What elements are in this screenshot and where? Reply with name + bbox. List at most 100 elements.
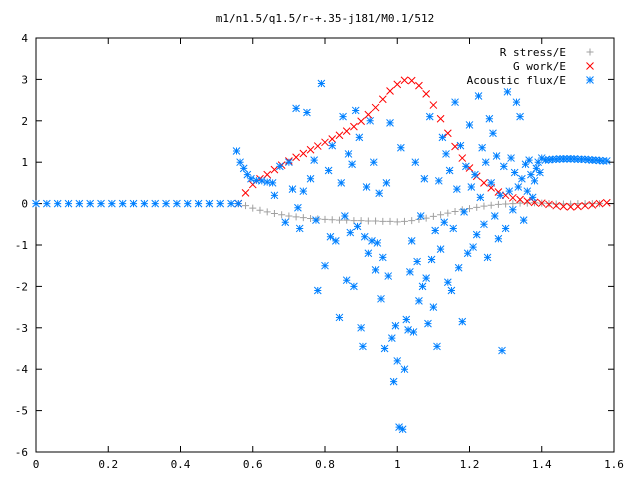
x-tick-label: 0.2 (98, 458, 118, 471)
data-point (574, 155, 582, 164)
data-point (409, 328, 418, 336)
data-point (342, 276, 351, 285)
data-point (281, 218, 290, 227)
x-tick-label: 1.4 (532, 458, 552, 471)
data-marks (32, 76, 611, 434)
data-point (480, 179, 488, 187)
legend-marker (586, 62, 594, 70)
data-point (406, 268, 414, 276)
data-point (386, 119, 394, 127)
data-point (496, 191, 505, 200)
data-point (433, 342, 441, 351)
data-point (371, 103, 380, 112)
data-point (344, 150, 353, 158)
data-point (373, 239, 382, 247)
data-point (357, 217, 365, 225)
data-point (407, 76, 416, 85)
data-point (357, 323, 365, 332)
data-point (86, 199, 95, 208)
data-point (270, 191, 279, 200)
data-point (321, 261, 329, 270)
data-point (257, 176, 266, 185)
data-point (366, 116, 375, 125)
data-point (306, 174, 315, 183)
data-point (425, 112, 434, 121)
data-point (581, 155, 589, 164)
data-point (321, 138, 329, 147)
data-point (595, 199, 604, 208)
data-point (328, 141, 337, 150)
data-point (588, 200, 596, 208)
data-point (173, 199, 181, 208)
data-point (499, 162, 508, 171)
data-point (321, 215, 329, 223)
data-point (268, 179, 277, 187)
data-point (463, 249, 472, 258)
data-point (263, 170, 272, 179)
data-point (256, 206, 264, 214)
data-point (559, 202, 568, 211)
data-point (108, 199, 116, 208)
data-point (306, 145, 315, 154)
data-point (285, 158, 293, 167)
plot-frame (35, 37, 615, 453)
y-tick-label: 4 (21, 32, 28, 45)
data-point (445, 166, 454, 175)
data-point (355, 133, 364, 142)
data-point (478, 143, 486, 152)
data-point (508, 205, 517, 214)
data-point (299, 149, 308, 158)
data-point (514, 183, 523, 191)
y-tick-label: -6 (15, 446, 28, 459)
data-point (331, 237, 340, 245)
data-point (438, 133, 447, 142)
data-point (555, 155, 564, 163)
data-point (471, 170, 479, 179)
data-point (505, 187, 514, 196)
data-point (436, 245, 445, 253)
data-point (216, 199, 225, 208)
data-point (469, 243, 477, 251)
data-point (460, 208, 468, 216)
data-point (537, 199, 546, 208)
data-point (444, 209, 452, 217)
data-point (205, 199, 214, 208)
data-point (299, 187, 308, 196)
data-point (420, 174, 429, 183)
data-point (382, 179, 391, 187)
data-point (384, 272, 393, 280)
data-point (328, 216, 336, 224)
data-point (492, 152, 501, 160)
y-tick-label: -1 (15, 239, 28, 252)
data-point (415, 81, 423, 90)
data-point (270, 210, 278, 218)
data-point (422, 274, 431, 282)
data-point (516, 112, 524, 121)
data-point (310, 156, 319, 164)
data-point (548, 155, 557, 164)
data-point (588, 200, 597, 209)
data-point (324, 166, 333, 175)
data-point (375, 189, 384, 198)
data-point (494, 200, 502, 208)
data-point (449, 224, 458, 233)
data-point (278, 211, 286, 219)
data-point (151, 199, 160, 208)
data-point (456, 141, 465, 150)
data-point (427, 255, 436, 264)
data-point (386, 217, 394, 225)
y-tick-label: 2 (21, 115, 28, 128)
data-point (249, 204, 257, 212)
x-tick-label: 1.2 (460, 458, 480, 471)
data-point (194, 199, 203, 208)
data-point (528, 193, 537, 202)
data-point (402, 315, 411, 324)
data-point (443, 129, 452, 138)
data-point (498, 346, 506, 355)
data-point (299, 214, 307, 222)
data-point (489, 129, 497, 138)
data-point (386, 87, 394, 95)
data-point (467, 183, 476, 191)
data-point (348, 160, 356, 169)
data-point (458, 154, 467, 162)
